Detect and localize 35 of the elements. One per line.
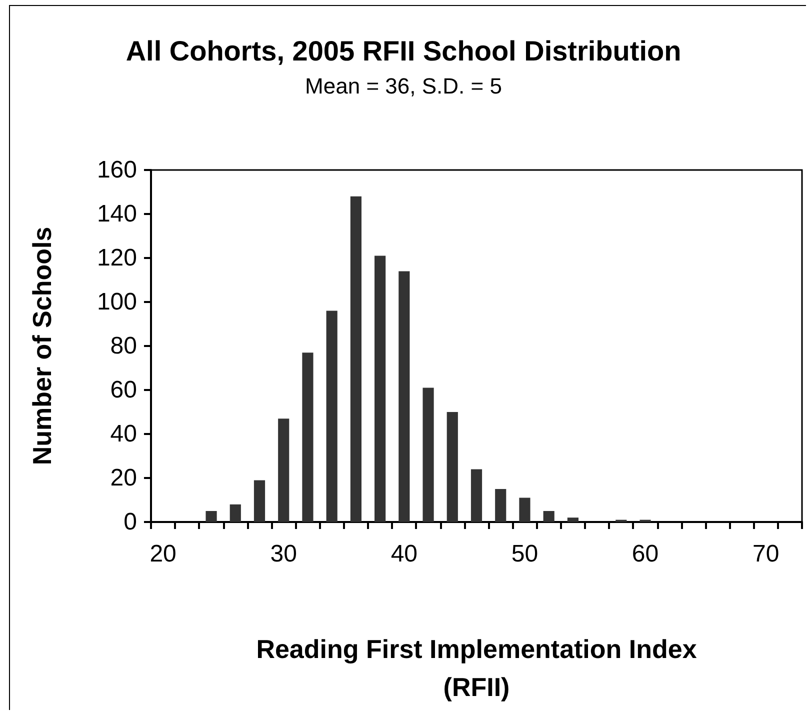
x-tick-label: 30 [270, 540, 297, 568]
bar [446, 412, 458, 522]
y-tick-label: 0 [124, 508, 137, 536]
bar [326, 310, 338, 522]
y-tick-label: 60 [110, 376, 137, 404]
y-tick-label: 20 [110, 464, 137, 492]
y-tick-label: 40 [110, 420, 137, 448]
x-tick-label: 40 [390, 540, 418, 568]
bar [254, 480, 266, 522]
bar [206, 511, 217, 522]
bar [374, 256, 386, 522]
bar [470, 469, 482, 522]
y-tick-label: 160 [96, 156, 137, 184]
x-tick-label: 70 [752, 540, 780, 568]
y-tick-label: 80 [110, 332, 137, 360]
y-tick-label: 120 [96, 244, 137, 272]
bar [543, 511, 554, 522]
chart-title: All Cohorts, 2005 RFII School Distribution [126, 36, 682, 66]
bar [302, 352, 314, 522]
bar [519, 498, 530, 522]
bar [398, 271, 410, 522]
x-tick-label: 20 [150, 540, 176, 568]
y-tick-label: 140 [96, 200, 137, 228]
chart-subtitle: Mean = 36, S.D. = 5 [305, 74, 502, 98]
bar [422, 388, 434, 522]
x-tick-label: 50 [511, 540, 538, 568]
bar [567, 518, 578, 522]
y-axis-title: Number of Schools [27, 226, 57, 466]
x-axis-title: Reading First Implementation Index (RFII) [256, 634, 698, 702]
bar [278, 418, 290, 522]
bar [350, 196, 362, 522]
bar [495, 489, 506, 522]
bar [230, 504, 241, 522]
y-tick-label: 100 [96, 288, 137, 316]
x-tick-label: 60 [632, 540, 659, 568]
